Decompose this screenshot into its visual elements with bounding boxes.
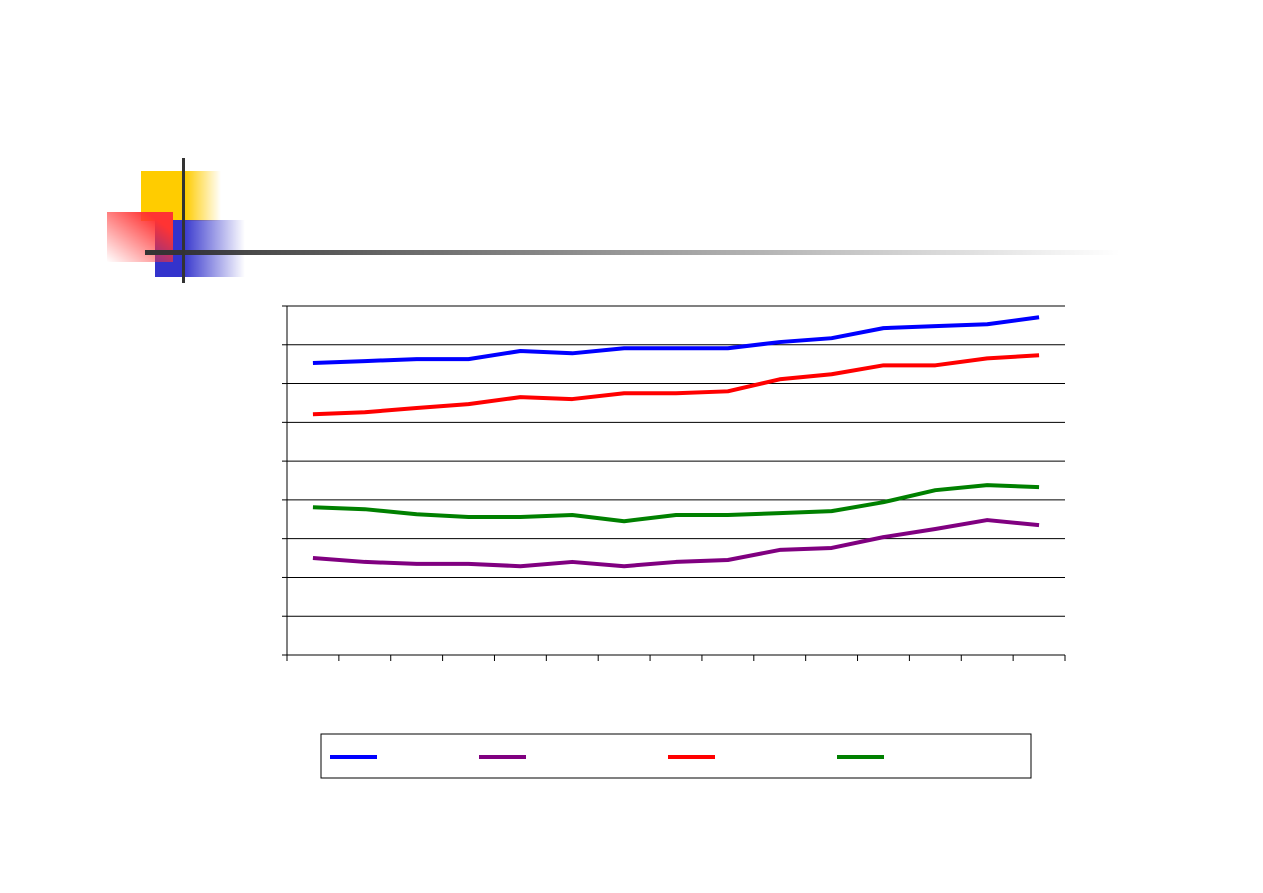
chart	[282, 305, 1066, 661]
series-line	[312, 483, 1040, 524]
deco-rule	[145, 250, 1120, 255]
series-line	[312, 353, 1040, 417]
deco-vertical	[182, 158, 185, 283]
series-line	[312, 315, 1040, 366]
series-line	[312, 518, 1040, 569]
